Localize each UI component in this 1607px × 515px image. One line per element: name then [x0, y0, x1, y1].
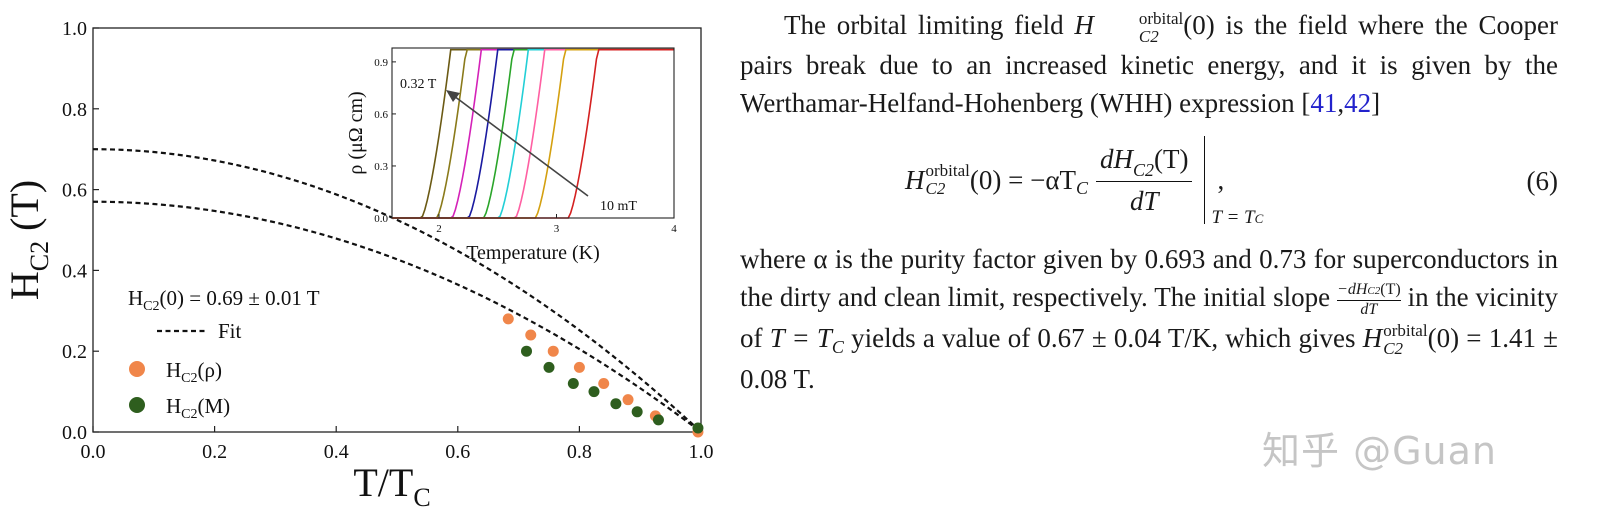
legend: Fit HC2(ρ) HC2(M) [129, 319, 242, 422]
x-tick-label: 0.0 [81, 441, 106, 463]
y-tick-label: 1.0 [62, 18, 87, 40]
main-y-ticks: 0.0 0.2 0.4 0.6 0.8 1.0 [62, 18, 99, 444]
data-point-rho [598, 378, 610, 390]
data-point-rho [573, 361, 585, 373]
equation-number: (6) [1526, 165, 1558, 196]
inset-y-label: ρ (μΩ cm) [345, 91, 367, 174]
inset-y-ticks: 0.0 0.3 0.6 0.9 [374, 57, 396, 225]
inset-y-tick-label: 0.0 [374, 213, 388, 225]
fit-curve [92, 148, 702, 433]
data-point-rho [502, 313, 514, 325]
data-point-m [543, 361, 555, 373]
data-point-rho [547, 345, 559, 357]
citation-42[interactable]: 42 [1344, 87, 1372, 118]
figure: 0.0 0.2 0.4 0.6 0.8 1.0 0.0 0.2 0.4 0.6 0.8 1.0 HC… [2, 18, 714, 512]
data-point-m [610, 398, 622, 410]
inset-x-tick-label: 4 [671, 223, 677, 235]
citation-41[interactable]: 41 [1310, 87, 1338, 118]
x-tick-label: 0.4 [324, 441, 349, 463]
data-point-m [588, 386, 600, 398]
x-tick-label: 0.6 [445, 441, 470, 463]
paragraph-purity-factor: where α is the purity factor given by 0.… [740, 243, 1558, 394]
main-plot-frame [92, 27, 702, 433]
data-point-m [652, 414, 664, 426]
inset-label-high-field: 0.32 T [400, 77, 437, 92]
inset-y-tick-label: 0.3 [374, 161, 388, 173]
legend-m-marker [129, 397, 145, 413]
y-tick-label: 0.6 [62, 180, 87, 202]
hc2-annotation: HC2(0) = 0.69 ± 0.01 T [128, 286, 320, 314]
watermark: 知乎 @Guan [1262, 429, 1497, 473]
x-tick-label: 0.8 [567, 441, 592, 463]
y-tick-label: 0.2 [62, 341, 87, 363]
data-point-m [631, 406, 643, 418]
y-tick-label: 0.8 [62, 99, 87, 121]
data-point-m [521, 345, 533, 357]
x-tick-label: 0.2 [202, 441, 227, 463]
main-plot: 0.0 0.2 0.4 0.6 0.8 1.0 0.0 0.2 0.4 0.6 0.8 1.0 HC… [2, 18, 714, 512]
data-point-m [692, 422, 704, 434]
inset-y-tick-label: 0.6 [374, 109, 388, 121]
legend-m-label: HC2(M) [166, 394, 230, 422]
inset-frame [391, 47, 675, 219]
y-tick-label: 0.4 [62, 260, 87, 282]
inset-x-tick-label: 2 [436, 223, 442, 235]
legend-rho-label: HC2(ρ) [166, 358, 222, 386]
data-point-m [567, 378, 579, 390]
data-points [502, 313, 704, 438]
y-tick-label: 0.0 [62, 422, 87, 444]
inset-x-label: Temperature (K) [466, 242, 600, 264]
inset-y-tick-label: 0.9 [374, 57, 388, 69]
inset-plot: 2 3 4 0.0 0.3 0.6 0.9 Temperature (K) ρ (μΩ c… [345, 47, 677, 264]
field-arrow-head [446, 90, 460, 102]
legend-rho-marker [129, 361, 145, 377]
field-arrow [453, 95, 589, 197]
x-tick-label: 1.0 [689, 441, 714, 463]
y-axis-label: HC2 (T) [2, 180, 54, 300]
data-point-rho [622, 394, 634, 406]
inset-x-tick-label: 3 [554, 223, 560, 235]
inset-label-low-field: 10 mT [600, 199, 637, 214]
fit-curve [92, 200, 702, 433]
data-point-rho [525, 329, 537, 341]
fit-curves [92, 148, 702, 433]
legend-fit-label: Fit [218, 319, 242, 343]
main-x-ticks: 0.0 0.2 0.4 0.6 0.8 1.0 [81, 426, 714, 463]
x-axis-label: T/TC [353, 460, 430, 512]
inset-x-ticks: 2 3 4 [436, 214, 677, 235]
